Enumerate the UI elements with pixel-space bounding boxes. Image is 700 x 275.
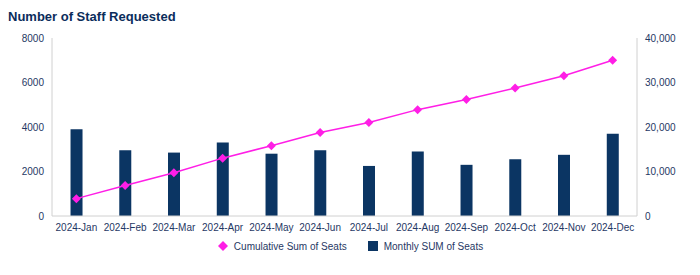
svg-text:2024-Jul: 2024-Jul <box>350 222 388 233</box>
svg-text:2024-May: 2024-May <box>249 222 293 233</box>
svg-text:20,000: 20,000 <box>645 122 676 133</box>
svg-text:8000: 8000 <box>22 33 45 44</box>
svg-text:40,000: 40,000 <box>645 33 676 44</box>
svg-text:2024-Oct: 2024-Oct <box>495 222 536 233</box>
svg-text:2024-Dec: 2024-Dec <box>591 222 634 233</box>
svg-text:30,000: 30,000 <box>645 77 676 88</box>
svg-text:0: 0 <box>645 211 651 222</box>
svg-text:6000: 6000 <box>22 77 45 88</box>
svg-text:2024-Feb: 2024-Feb <box>104 222 147 233</box>
svg-text:2024-Jun: 2024-Jun <box>299 222 341 233</box>
svg-text:2024-Nov: 2024-Nov <box>542 222 585 233</box>
html-text:Cumulative Sum of Seats: Cumulative Sum of Seats <box>233 240 347 252</box>
svg-text:4000: 4000 <box>22 122 45 133</box>
svg-text:2000: 2000 <box>22 166 45 177</box>
svg-text:10,000: 10,000 <box>645 166 676 177</box>
svg-text:2024-Jan: 2024-Jan <box>56 222 98 233</box>
svg-text:2024-Mar: 2024-Mar <box>152 222 195 233</box>
svg-text:2024-Apr: 2024-Apr <box>202 222 244 233</box>
svg-text:2024-Sep: 2024-Sep <box>445 222 489 233</box>
svg-text:2024-Aug: 2024-Aug <box>396 222 439 233</box>
html-text:Number of Staff Requested: Number of Staff Requested <box>8 9 176 24</box>
svg-text:0: 0 <box>38 211 44 222</box>
html-text:Monthly SUM of Seats: Monthly SUM of Seats <box>383 240 484 252</box>
